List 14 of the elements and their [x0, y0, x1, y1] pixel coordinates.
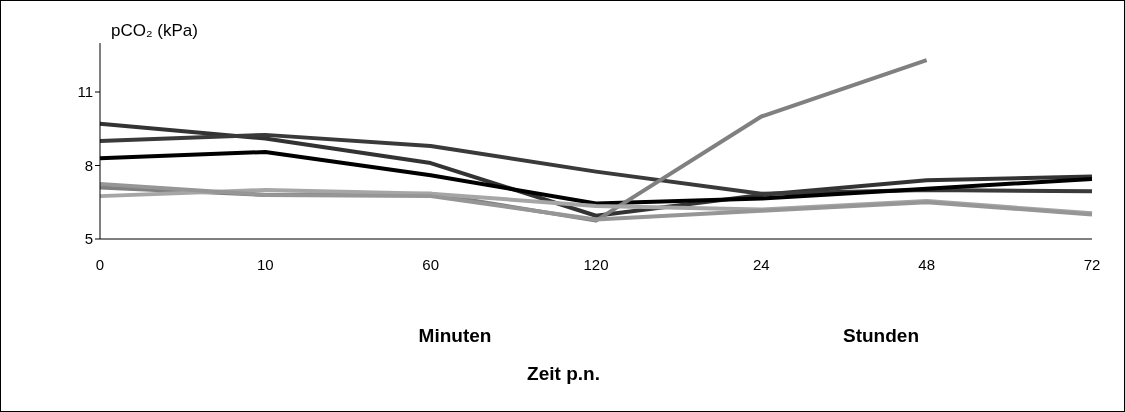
x-tick-label: 60 [422, 255, 440, 273]
x-tick-label: 0 [95, 255, 105, 273]
text: Minuten [417, 325, 493, 347]
y-axis-title: pCO₂ (kPa) [111, 21, 198, 41]
y-tick-label: 5 [84, 230, 93, 248]
x-tick-label: 24 [752, 255, 770, 273]
x-axis-title: Zeit p.n. [526, 363, 601, 385]
x-tick-label: 48 [918, 255, 936, 273]
x-tick-label: 72 [1083, 255, 1101, 273]
text: Stunden [842, 325, 920, 347]
y-tick-label: 8 [84, 156, 93, 174]
x-tick-label: 120 [583, 255, 609, 273]
x-tick-label: 10 [256, 255, 274, 273]
y-tick-label: 11 [77, 83, 93, 101]
